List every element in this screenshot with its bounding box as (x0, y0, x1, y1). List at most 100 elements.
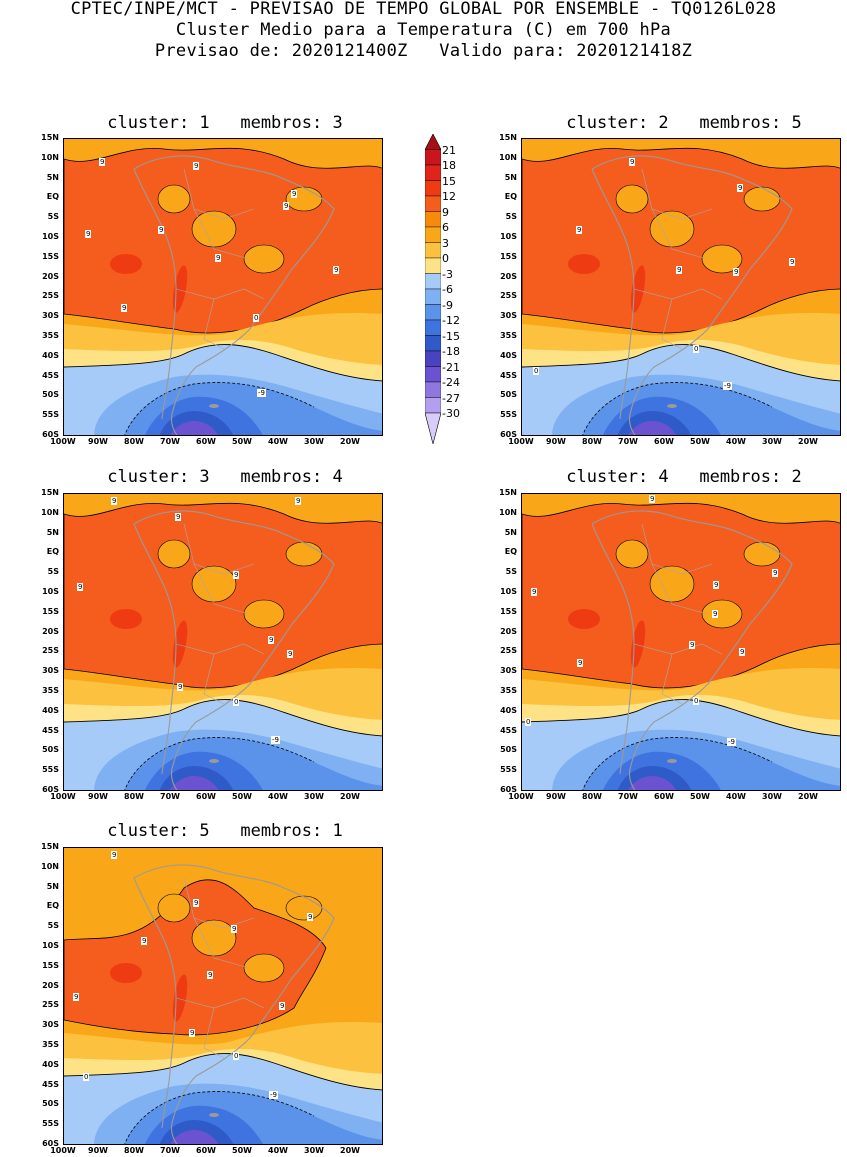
island-0 (191, 919, 237, 957)
lat-tick-label: 15S (500, 606, 517, 616)
border-3 (661, 653, 683, 705)
contour-label: 9 (712, 610, 719, 618)
lat-tick-label: 10N (41, 507, 59, 517)
lon-tick-label: 60W (196, 1146, 216, 1155)
island-0 (191, 565, 237, 603)
colorbar-tick-label: 3 (442, 236, 449, 250)
island-0 (191, 210, 237, 248)
colorbar-box (425, 350, 441, 367)
contour-label: 9 (121, 304, 128, 312)
lat-tick-label: 10S (500, 232, 517, 241)
contour-label: 9 (333, 266, 340, 274)
lat-tick-label: 35S (42, 1040, 59, 1049)
border-3 (203, 653, 225, 705)
colorbar (425, 134, 441, 444)
island-0 (649, 210, 695, 248)
lat-tick-label: 25S (42, 646, 59, 656)
lat-tick-label: 20S (500, 626, 517, 636)
lon-tick-label: 60W (196, 792, 216, 801)
lat-tick-label: 5S (47, 921, 59, 931)
contour-label: -9 (269, 1091, 278, 1099)
lat-tick-label: 40S (500, 705, 517, 715)
contour-label: 9 (649, 495, 656, 503)
map-panel-2: 9 9 9 9 9 9 0 0 -9 15N 10N 5N EQ 5S 10S 15S 20S 25S 30S 35S… (499, 134, 841, 446)
colorbar-box (425, 149, 441, 166)
temperature-field (64, 139, 382, 435)
lat-tick-label: 5S (505, 212, 517, 222)
colorbar-box (425, 195, 441, 212)
contour-label: 9 (193, 899, 200, 907)
border-1 (175, 997, 265, 1009)
lat-tick-label: 5S (47, 212, 59, 222)
lat-tick-label: 30S (42, 311, 59, 321)
contour-m9 (124, 382, 315, 435)
contour-label: 9 (577, 659, 584, 667)
border-2 (193, 563, 250, 615)
lon-tick-label: 60W (196, 437, 216, 446)
contour-label: 9 (215, 254, 222, 262)
colorbar-tick-label: -18 (442, 345, 460, 358)
contour-label: 9 (193, 162, 200, 170)
lat-tick-label: 35S (42, 331, 59, 340)
lat-tick-label: 15N (499, 488, 517, 497)
lat-tick-label: 5N (46, 527, 59, 537)
temperature-field (64, 494, 382, 790)
core-12to15 (110, 963, 142, 983)
contour-label: 9 (73, 993, 80, 1001)
colorbar-tick-label: 0 (442, 252, 449, 265)
contour-label: 9 (189, 1029, 196, 1037)
lat-tick-label: 15S (42, 606, 59, 616)
lat-tick-label: 5S (505, 567, 517, 577)
island-3 (285, 895, 323, 921)
lon-tick-label: 90W (88, 437, 108, 446)
border-0 (641, 168, 713, 220)
island-2 (701, 599, 743, 629)
lat-tick-label: 20S (42, 626, 59, 636)
colorbar-tick-label: -15 (442, 329, 460, 343)
lon-tick-label: 60W (654, 792, 674, 801)
lat-tick-label: 25S (500, 291, 517, 301)
lon-tick-label: 100W (50, 1146, 76, 1155)
colorbar-box (425, 211, 441, 228)
map-panel-4: 9 9 9 9 9 9 9 9 0 0 -9 15N 10N 5N EQ 5S 10S 15S 20S 25S 30S 3… (499, 489, 841, 801)
colorbar-tick-label: -6 (442, 283, 453, 296)
contour-label: 9 (279, 1002, 286, 1010)
lat-tick-label: 10N (41, 152, 59, 162)
island-1 (157, 539, 191, 569)
colorbar-tick-label: -3 (442, 267, 453, 281)
lon-tick-label: 30W (762, 437, 782, 446)
lon-tick-label: 30W (304, 792, 324, 801)
header-line-2: Cluster Medio para a Temperatura (C) em … (175, 20, 672, 40)
contour-label: 9 (576, 226, 583, 234)
lon-tick-label: 50W (690, 437, 710, 446)
contour-0 (522, 699, 840, 737)
contour-label: -9 (257, 389, 266, 397)
lat-tick-label: 15S (500, 251, 517, 261)
contour-label: 9 (158, 226, 165, 234)
lat-tick-label: 60S (42, 430, 59, 439)
lat-tick-label: 60S (500, 785, 517, 794)
lon-tick-label: 70W (160, 792, 180, 801)
lat-tick-label: 50S (42, 390, 59, 400)
map-panel-1: 9 9 9 9 9 9 9 9 9 0 -9 15N 10N 5N EQ 5S 10S 15S 20S 25S 30S 3… (41, 134, 383, 446)
panel-title-2: cluster: 2 membros: 5 (566, 113, 802, 133)
lat-tick-label: 10S (42, 587, 59, 596)
colorbar-box (425, 242, 441, 259)
contour-label: -9 (727, 738, 736, 746)
lat-tick-label: EQ (46, 547, 59, 557)
colorbar-tick-label: -12 (442, 314, 460, 327)
contour-0 (64, 1053, 382, 1091)
contour-label: 9 (713, 581, 720, 589)
lat-tick-label: 60S (42, 1139, 59, 1148)
lon-tick-label: 70W (618, 437, 638, 446)
lat-tick-label: 30S (500, 666, 517, 676)
lat-tick-label: 15S (42, 251, 59, 261)
lat-tick-label: 35S (500, 331, 517, 340)
contour-label: 9 (307, 913, 314, 921)
temperature-field (64, 848, 382, 1144)
colorbar-tick-label: 15 (442, 174, 456, 188)
border-0 (183, 168, 255, 220)
island-2 (243, 953, 285, 983)
lat-tick-label: 40S (42, 705, 59, 715)
contour-label: 9 (111, 497, 118, 505)
